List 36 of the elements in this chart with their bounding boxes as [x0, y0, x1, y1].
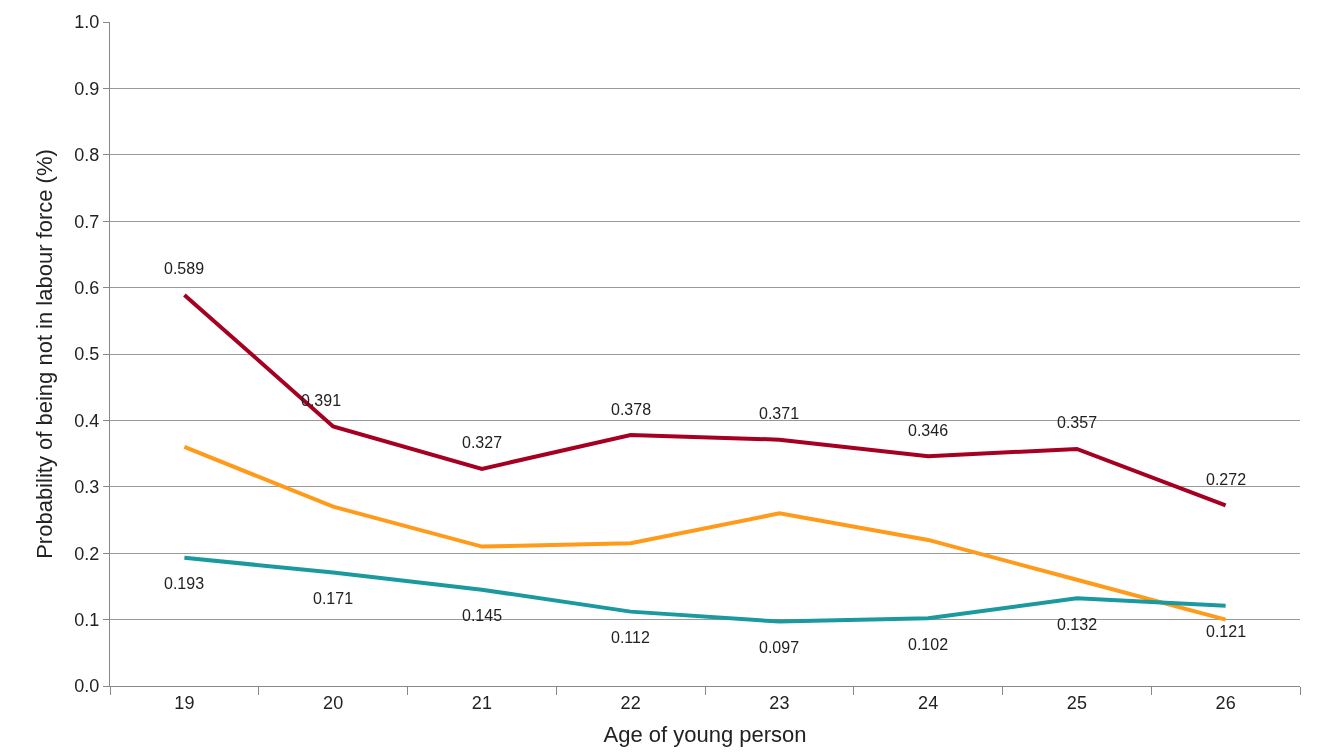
data-label: 0.589: [164, 260, 205, 277]
y-tick-label: 0.1: [74, 609, 100, 630]
x-tick-label: 22: [620, 692, 641, 713]
data-label: 0.132: [1057, 616, 1098, 633]
data-label: 0.346: [908, 422, 949, 439]
data-label: 0.145: [462, 607, 503, 624]
data-label: 0.097: [759, 639, 800, 656]
y-tick-label: 0.3: [74, 477, 100, 498]
data-label: 0.102: [908, 636, 949, 653]
y-tick-label: 0.6: [74, 277, 100, 298]
y-tick-label: 0.7: [74, 211, 100, 232]
y-axis-title: Probability of being not in labour force (%): [32, 149, 58, 559]
data-label: 0.371: [759, 405, 800, 422]
y-tick-label: 0.0: [74, 676, 100, 697]
x-tick-label: 21: [471, 692, 492, 713]
x-axis-title: Age of young person: [603, 722, 807, 748]
data-label: 0.171: [313, 590, 354, 607]
data-label: 0.327: [462, 434, 503, 451]
x-tick-label: 23: [769, 692, 790, 713]
data-label: 0.378: [611, 401, 652, 418]
x-tick-label: 19: [174, 692, 195, 713]
y-tick-label: 1.0: [74, 12, 100, 33]
x-tick-label: 24: [918, 692, 939, 713]
x-tick-label: 25: [1066, 692, 1087, 713]
data-label: 0.112: [611, 629, 650, 646]
data-label: 0.193: [164, 575, 205, 592]
x-tick-label: 20: [323, 692, 344, 713]
y-tick-label: 0.4: [74, 410, 100, 431]
y-tick-label: 0.8: [74, 145, 100, 166]
y-tick-label: 0.9: [74, 78, 100, 99]
y-tick-label: 0.2: [74, 543, 100, 564]
data-label: 0.121: [1206, 623, 1247, 640]
data-label: 0.272: [1206, 471, 1247, 488]
y-tick-label: 0.5: [74, 344, 100, 365]
data-label: 0.357: [1057, 414, 1098, 431]
x-tick-label: 26: [1215, 692, 1236, 713]
